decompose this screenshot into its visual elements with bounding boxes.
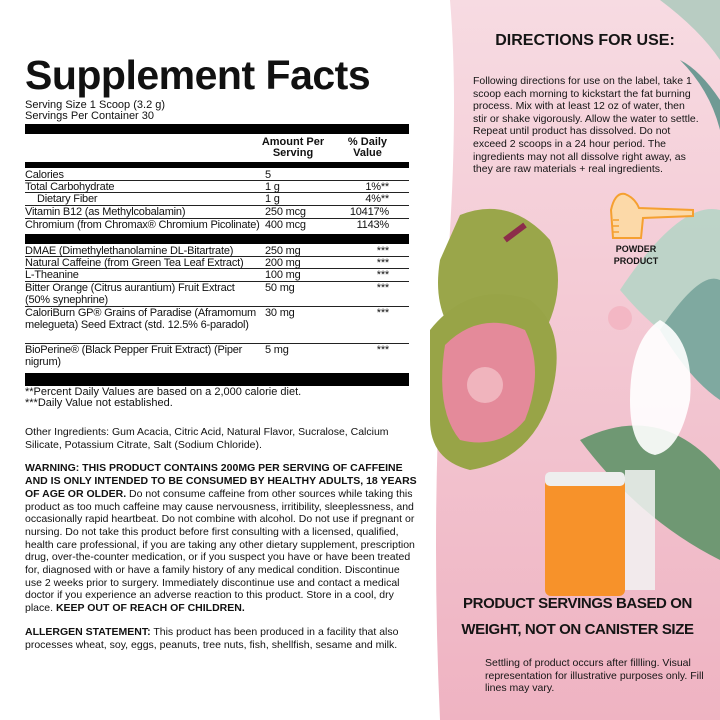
nutrient-name: Calories [25, 169, 64, 181]
nutrient-name: Dietary Fiber [37, 193, 98, 205]
divider-thick [25, 162, 409, 168]
col-dv-header: % Daily Value [347, 136, 388, 159]
directions-title: DIRECTIONS FOR USE: [495, 32, 675, 49]
facts-row: Natural Caffeine (from Green Tea Leaf Ex… [25, 257, 409, 269]
facts-row: Chromium (from Chromax® Chromium Picolin… [25, 219, 409, 233]
nutrient-name: Chromium (from Chromax® Chromium Picolin… [25, 219, 260, 231]
warning-body: Do not consume caffeine from other sourc… [25, 487, 415, 615]
nutrient-name: DMAE (Dimethylethanolamine DL-Bitartrate… [25, 245, 234, 257]
nutrient-name: CaloriBurn GP® Grains of Paradise (Afram… [25, 307, 256, 331]
directions-panel: DIRECTIONS FOR USE: Following directions… [430, 0, 720, 720]
daily-value: 1%** [365, 181, 389, 193]
canister-image [545, 478, 625, 596]
amount-per-serving: 100 mg [265, 269, 301, 281]
allergen-text: This product has been produced in a faci… [25, 625, 399, 651]
amount-per-serving: 5 [265, 169, 271, 181]
serving-size: Serving Size 1 Scoop (3.2 g) [25, 99, 166, 111]
daily-value: *** [376, 257, 389, 269]
daily-value: 4%** [365, 193, 389, 205]
facts-row: Calories 5 [25, 169, 409, 181]
servings-per-container: Servings Per Container 30 [25, 110, 155, 122]
col-amount-header: Amount Per Serving [261, 136, 325, 159]
amount-per-serving: 250 mg [265, 245, 301, 257]
amount-per-serving: 1 g [265, 181, 280, 193]
daily-value: *** [376, 269, 389, 281]
divider-thick [25, 234, 409, 244]
nutrient-name: Vitamin B12 (as Methylcobalamin) [25, 206, 186, 218]
powder-label-1: POWDER [615, 244, 657, 254]
divider-thick [25, 124, 409, 134]
daily-value: *** [376, 307, 389, 319]
facts-row: Vitamin B12 (as Methylcobalamin) 250 mcg 1… [25, 206, 409, 219]
amount-per-serving: 400 mcg [265, 219, 306, 231]
directions-text: Following directions for use on the labe… [473, 75, 699, 176]
amount-per-serving: 200 mg [265, 257, 301, 269]
amount-per-serving: 250 mcg [265, 206, 306, 218]
amount-per-serving: 5 mg [265, 344, 289, 356]
daily-value: 10417% [349, 206, 389, 218]
warning-bold: WARNING: THIS PRODUCT CONTAINS 200MG PER… [25, 462, 417, 500]
other-ingredients: Other Ingredients: Gum Acacia, Citric Ac… [25, 426, 389, 451]
facts-row: BioPerine® (Black Pepper Fruit Extract) … [25, 344, 409, 372]
powder-label-2: PRODUCT [613, 256, 659, 266]
scoop-icon [609, 192, 694, 239]
warning-text: WARNING: THIS PRODUCT CONTAINS 200MG PER… [25, 462, 417, 614]
keep-out-reach: KEEP OUT OF REACH OF CHILDREN. [55, 602, 245, 615]
nutrient-name: Total Carbohydrate [25, 181, 115, 193]
daily-value: *** [376, 282, 389, 294]
daily-value: 1143% [356, 219, 390, 231]
tropical-illustration [430, 0, 720, 720]
facts-row: Bitter Orange (Citrus aurantium) Fruit E… [25, 282, 409, 307]
facts-row: Dietary Fiber 1 g 4%** [25, 193, 409, 206]
servings-note-text: Settling of product occurs after filllin… [485, 657, 704, 695]
nutrient-name: BioPerine® (Black Pepper Fruit Extract) … [25, 344, 243, 368]
footnote-dv: **Percent Daily Values are based on a 2,… [25, 386, 302, 398]
nutrient-name: Bitter Orange (Citrus aurantium) Fruit E… [25, 282, 235, 306]
daily-value: *** [376, 344, 389, 356]
amount-per-serving: 1 g [265, 193, 280, 205]
label-text-block: Other Ingredients: Gum Acacia, Citric Ac… [25, 426, 417, 651]
nutrient-name: L-Theanine [25, 269, 79, 281]
facts-row: CaloriBurn GP® Grains of Paradise (Afram… [25, 307, 409, 344]
nutrient-name: Natural Caffeine (from Green Tea Leaf Ex… [25, 257, 244, 269]
amount-per-serving: 50 mg [265, 282, 295, 294]
facts-row: DMAE (Dimethylethanolamine DL-Bitartrate… [25, 245, 409, 257]
footnote-not-established: ***Daily Value not established. [25, 397, 173, 409]
allergen-statement: ALLERGEN STATEMENT: This product has bee… [25, 626, 417, 651]
facts-row: L-Theanine 100 mg *** [25, 269, 409, 282]
amount-per-serving: 30 mg [265, 307, 295, 319]
daily-value: *** [376, 245, 389, 257]
servings-heading-1: PRODUCT SERVINGS BASED ON [463, 595, 692, 612]
divider-thick [25, 373, 409, 386]
allergen-label: ALLERGEN STATEMENT: [25, 625, 151, 638]
servings-heading-2: WEIGHT, NOT ON CANISTER SIZE [461, 621, 694, 638]
facts-title: Supplement Facts [25, 52, 371, 98]
facts-row: Total Carbohydrate 1 g 1%** [25, 181, 409, 193]
